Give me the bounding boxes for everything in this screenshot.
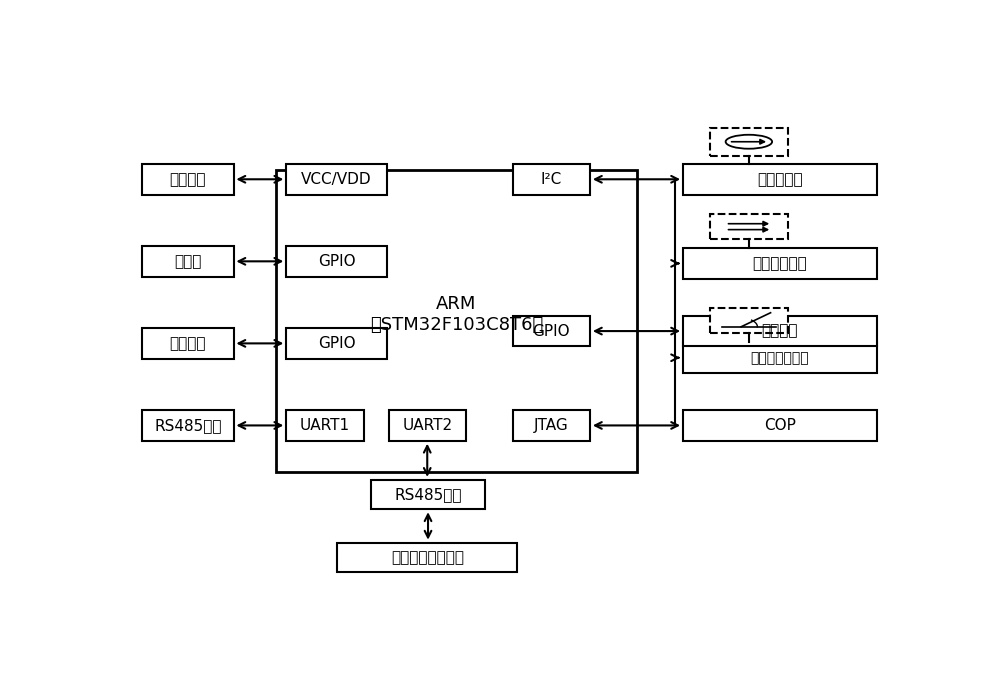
Bar: [337, 543, 517, 572]
Bar: [683, 410, 877, 441]
Bar: [371, 480, 485, 509]
Text: 复位电路: 复位电路: [170, 336, 206, 351]
Text: JTAG: JTAG: [534, 418, 569, 433]
Bar: [683, 316, 877, 346]
Bar: [710, 214, 788, 239]
Text: 姿态传感接收装置: 姿态传感接收装置: [391, 550, 464, 565]
Bar: [142, 410, 234, 441]
Bar: [388, 410, 466, 441]
Bar: [512, 164, 590, 194]
Text: GPIO: GPIO: [532, 323, 570, 338]
Bar: [286, 328, 387, 359]
Text: GPIO: GPIO: [318, 336, 355, 351]
Bar: [286, 246, 387, 277]
Bar: [142, 164, 234, 194]
Text: COP: COP: [764, 418, 796, 433]
Bar: [142, 246, 234, 277]
Text: 人机交互: 人机交互: [762, 323, 798, 338]
Text: 三轴角度传感器: 三轴角度传感器: [751, 351, 809, 365]
Bar: [276, 170, 637, 471]
Text: GPIO: GPIO: [318, 254, 355, 269]
Bar: [142, 328, 234, 359]
Bar: [286, 164, 387, 194]
Text: RS485接口: RS485接口: [154, 418, 222, 433]
Text: I²C: I²C: [541, 172, 562, 187]
Bar: [710, 308, 788, 333]
Text: UART1: UART1: [300, 418, 350, 433]
Text: RS485接口: RS485接口: [394, 487, 462, 502]
Ellipse shape: [726, 135, 772, 149]
Bar: [512, 410, 590, 441]
Bar: [683, 342, 877, 373]
Text: UART2: UART2: [402, 418, 452, 433]
Bar: [286, 410, 364, 441]
Text: 电源模块: 电源模块: [170, 172, 206, 187]
Bar: [512, 316, 590, 346]
Text: VCC/VDD: VCC/VDD: [301, 172, 372, 187]
Text: 看门狗: 看门狗: [174, 254, 201, 269]
Bar: [683, 248, 877, 279]
Text: 三轴加速度计: 三轴加速度计: [753, 256, 807, 271]
Text: 三轴磁力计: 三轴磁力计: [757, 172, 803, 187]
Bar: [710, 128, 788, 155]
Bar: [683, 164, 877, 194]
Text: ARM
（STM32F103C8T6）: ARM （STM32F103C8T6）: [370, 295, 543, 334]
